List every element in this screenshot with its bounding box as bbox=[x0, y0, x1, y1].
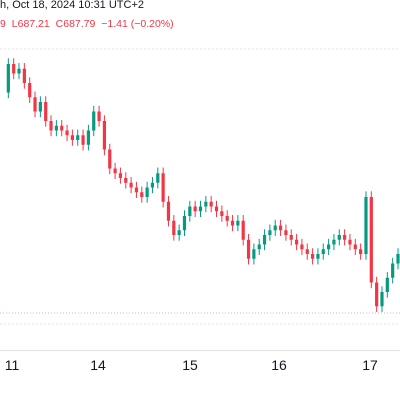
candle-body bbox=[81, 135, 85, 145]
candle-body bbox=[161, 173, 165, 202]
candle-body bbox=[305, 249, 309, 254]
candle-body bbox=[321, 249, 325, 254]
candle-body bbox=[33, 97, 37, 112]
candle-body bbox=[150, 182, 155, 188]
x-tick-label: 17 bbox=[362, 357, 378, 373]
candle-body bbox=[204, 201, 208, 207]
candle-body bbox=[391, 263, 395, 278]
candle-body bbox=[353, 244, 357, 250]
candle-body bbox=[348, 239, 352, 245]
candle-body bbox=[113, 168, 117, 174]
candle-body bbox=[182, 216, 187, 231]
candle-body bbox=[278, 225, 283, 231]
candle-body bbox=[60, 125, 64, 131]
candle-body bbox=[327, 244, 331, 250]
candle-body bbox=[188, 206, 192, 216]
candle-body bbox=[198, 206, 203, 212]
candle-body bbox=[86, 130, 91, 145]
candle-body bbox=[49, 121, 53, 131]
candle-body bbox=[65, 130, 69, 136]
candle-body bbox=[177, 230, 181, 235]
ohlc-readout: 9 L687.21 C687.79 −1.41 (−0.20%) bbox=[0, 18, 177, 30]
candle-body bbox=[76, 135, 80, 140]
candle-body bbox=[129, 182, 133, 188]
candle-body bbox=[310, 254, 315, 259]
candle-body bbox=[22, 68, 26, 83]
candle-body bbox=[364, 197, 368, 254]
candle-body bbox=[300, 244, 304, 250]
candle-body bbox=[262, 235, 267, 245]
candle-body bbox=[316, 254, 320, 259]
candle-body bbox=[193, 206, 197, 212]
candle-body bbox=[6, 64, 10, 93]
candle-body bbox=[118, 173, 123, 178]
candle-body bbox=[289, 235, 293, 240]
candle-body bbox=[225, 216, 229, 221]
candle-body bbox=[38, 102, 42, 112]
candle-body bbox=[134, 187, 139, 193]
candle-body bbox=[54, 125, 58, 131]
candle-body bbox=[343, 235, 347, 240]
x-tick-label: 14 bbox=[90, 357, 106, 373]
candle-body bbox=[380, 292, 384, 307]
candle-body bbox=[220, 211, 224, 216]
x-tick-label: 15 bbox=[182, 357, 198, 373]
candle-body bbox=[369, 197, 373, 283]
candle-body bbox=[236, 220, 240, 226]
candle-body bbox=[385, 277, 389, 292]
candle-body bbox=[166, 201, 171, 221]
candle-body bbox=[375, 282, 379, 307]
candle-body bbox=[209, 201, 213, 207]
ohlc-low: L687.21 bbox=[11, 18, 50, 30]
candle-body bbox=[12, 64, 16, 74]
candle-body bbox=[145, 187, 149, 197]
candle-body bbox=[252, 249, 256, 259]
candle-body bbox=[241, 220, 245, 240]
symbol-timestamp: h, Oct 18, 2024 10:31 UTC+2 bbox=[0, 0, 145, 11]
x-tick-label: 16 bbox=[271, 357, 287, 373]
candle-body bbox=[284, 230, 288, 235]
x-tick-label: 11 bbox=[5, 357, 20, 373]
candle-body bbox=[230, 220, 235, 226]
time-axis-divider bbox=[0, 350, 400, 351]
candle-body bbox=[332, 239, 336, 245]
candle-body bbox=[140, 192, 144, 197]
ohlc-close: C687.79 bbox=[55, 18, 96, 30]
candle-body bbox=[44, 102, 48, 121]
candle-body bbox=[156, 173, 160, 183]
candle-body bbox=[214, 206, 219, 212]
candle-body bbox=[294, 239, 299, 245]
candle-body bbox=[97, 111, 101, 121]
candle-body bbox=[396, 254, 400, 264]
candle-body bbox=[70, 135, 74, 140]
candle-body bbox=[246, 239, 251, 259]
ohlc-change: −1.41 (−0.20%) bbox=[101, 18, 174, 30]
candle-body bbox=[102, 121, 107, 150]
candle-body bbox=[17, 68, 21, 74]
candle-body bbox=[257, 244, 261, 250]
candle-body bbox=[273, 225, 277, 231]
candle-body bbox=[359, 249, 363, 254]
candle-body bbox=[92, 111, 96, 131]
candle-body bbox=[108, 149, 112, 169]
candle-body bbox=[172, 220, 176, 235]
candle-body bbox=[268, 230, 272, 235]
candle-body bbox=[124, 178, 128, 183]
candle-body bbox=[337, 235, 341, 240]
candle-body bbox=[28, 83, 32, 98]
ohlc-open-tail: 9 bbox=[0, 18, 6, 30]
